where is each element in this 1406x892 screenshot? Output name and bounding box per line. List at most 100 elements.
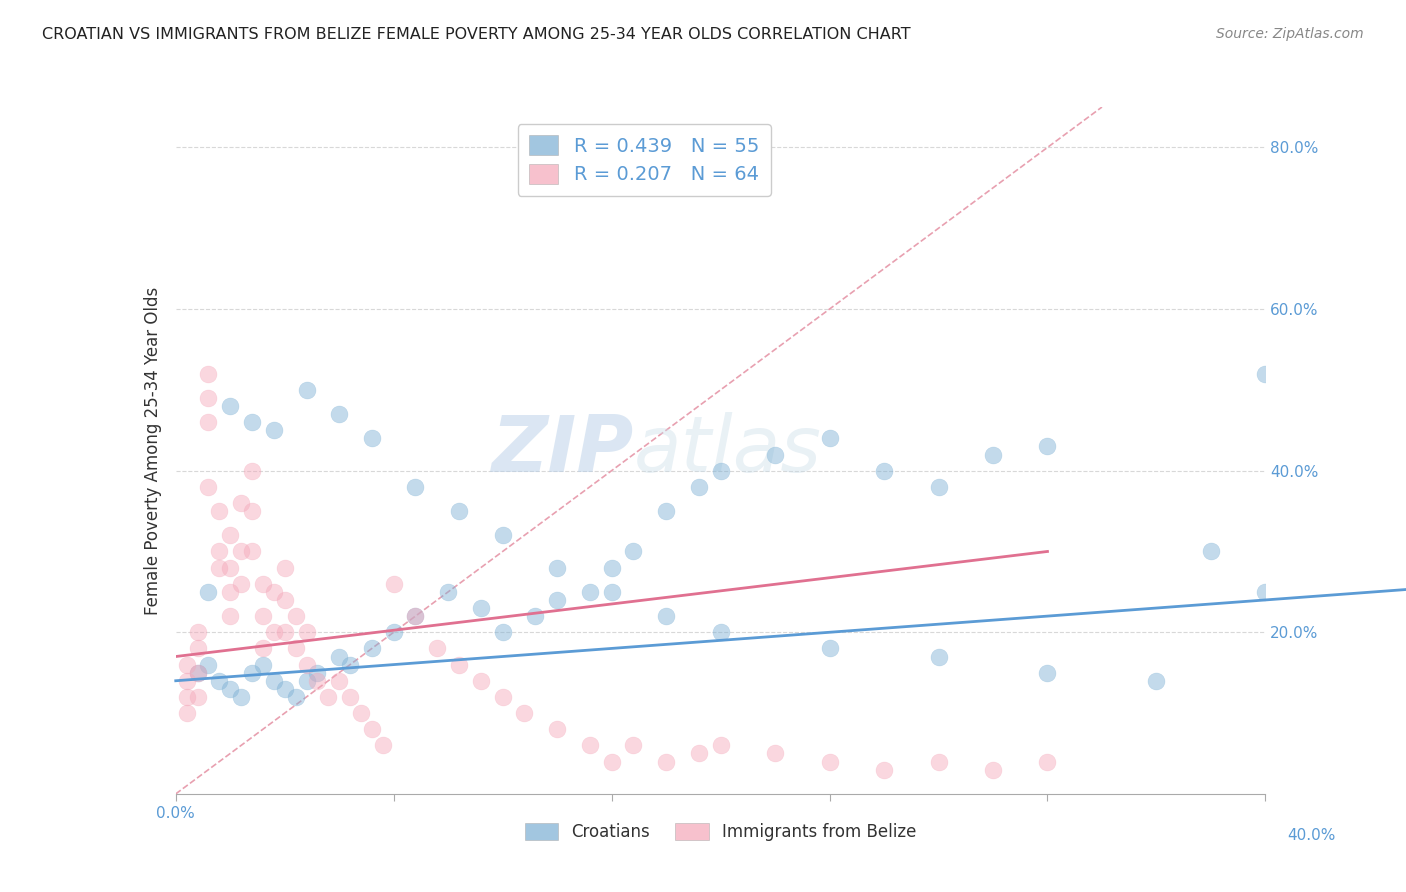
Croatians xyxy=(600,560,623,574)
Immigrants from Belize xyxy=(219,585,242,599)
Croatians xyxy=(274,681,297,696)
Croatians xyxy=(360,641,382,656)
Text: 40.0%: 40.0% xyxy=(1288,828,1336,843)
Immigrants from Belize xyxy=(231,496,253,510)
Croatians xyxy=(928,649,950,664)
Immigrants from Belize xyxy=(219,609,242,624)
Immigrants from Belize xyxy=(186,665,209,680)
Croatians xyxy=(621,544,644,558)
Immigrants from Belize xyxy=(318,690,340,704)
Immigrants from Belize xyxy=(274,593,297,607)
Legend: Croatians, Immigrants from Belize: Croatians, Immigrants from Belize xyxy=(519,816,922,847)
Croatians xyxy=(252,657,274,672)
Immigrants from Belize xyxy=(197,415,219,429)
Croatians xyxy=(405,480,427,494)
Immigrants from Belize xyxy=(197,367,219,381)
Immigrants from Belize xyxy=(208,544,231,558)
Croatians xyxy=(524,609,547,624)
Croatians xyxy=(231,690,253,704)
Immigrants from Belize xyxy=(447,657,470,672)
Text: Source: ZipAtlas.com: Source: ZipAtlas.com xyxy=(1216,27,1364,41)
Croatians xyxy=(579,585,602,599)
Immigrants from Belize xyxy=(382,576,405,591)
Text: atlas: atlas xyxy=(633,412,821,489)
Croatians xyxy=(1144,673,1167,688)
Text: CROATIAN VS IMMIGRANTS FROM BELIZE FEMALE POVERTY AMONG 25-34 YEAR OLDS CORRELAT: CROATIAN VS IMMIGRANTS FROM BELIZE FEMAL… xyxy=(42,27,911,42)
Croatians xyxy=(981,448,1004,462)
Croatians xyxy=(710,625,733,640)
Croatians xyxy=(240,415,263,429)
Croatians xyxy=(1036,665,1059,680)
Croatians xyxy=(219,681,242,696)
Immigrants from Belize xyxy=(360,723,382,737)
Immigrants from Belize xyxy=(873,763,896,777)
Immigrants from Belize xyxy=(307,673,329,688)
Immigrants from Belize xyxy=(240,504,263,518)
Croatians xyxy=(405,609,427,624)
Croatians xyxy=(263,673,285,688)
Croatians xyxy=(688,480,710,494)
Croatians xyxy=(470,601,492,615)
Immigrants from Belize xyxy=(818,755,841,769)
Croatians xyxy=(360,431,382,445)
Croatians xyxy=(818,431,841,445)
Croatians xyxy=(447,504,470,518)
Immigrants from Belize xyxy=(219,528,242,542)
Croatians xyxy=(197,657,219,672)
Croatians xyxy=(710,464,733,478)
Croatians xyxy=(1254,585,1277,599)
Immigrants from Belize xyxy=(176,673,198,688)
Croatians xyxy=(219,399,242,413)
Croatians xyxy=(197,585,219,599)
Croatians xyxy=(655,609,678,624)
Y-axis label: Female Poverty Among 25-34 Year Olds: Female Poverty Among 25-34 Year Olds xyxy=(143,286,162,615)
Immigrants from Belize xyxy=(1036,755,1059,769)
Immigrants from Belize xyxy=(176,706,198,720)
Croatians xyxy=(295,383,318,397)
Croatians xyxy=(284,690,307,704)
Croatians xyxy=(818,641,841,656)
Immigrants from Belize xyxy=(328,673,350,688)
Immigrants from Belize xyxy=(252,609,274,624)
Immigrants from Belize xyxy=(284,641,307,656)
Croatians xyxy=(873,464,896,478)
Croatians xyxy=(339,657,361,672)
Immigrants from Belize xyxy=(186,690,209,704)
Immigrants from Belize xyxy=(928,755,950,769)
Croatians xyxy=(328,407,350,421)
Immigrants from Belize xyxy=(208,560,231,574)
Immigrants from Belize xyxy=(655,755,678,769)
Immigrants from Belize xyxy=(176,690,198,704)
Immigrants from Belize xyxy=(284,609,307,624)
Immigrants from Belize xyxy=(186,641,209,656)
Immigrants from Belize xyxy=(546,723,568,737)
Immigrants from Belize xyxy=(688,747,710,761)
Immigrants from Belize xyxy=(197,480,219,494)
Immigrants from Belize xyxy=(231,576,253,591)
Immigrants from Belize xyxy=(600,755,623,769)
Immigrants from Belize xyxy=(231,544,253,558)
Immigrants from Belize xyxy=(981,763,1004,777)
Immigrants from Belize xyxy=(710,739,733,753)
Immigrants from Belize xyxy=(426,641,449,656)
Immigrants from Belize xyxy=(219,560,242,574)
Croatians xyxy=(382,625,405,640)
Immigrants from Belize xyxy=(263,585,285,599)
Text: ZIP: ZIP xyxy=(491,412,633,489)
Immigrants from Belize xyxy=(579,739,602,753)
Croatians xyxy=(186,665,209,680)
Croatians xyxy=(240,665,263,680)
Croatians xyxy=(546,560,568,574)
Croatians xyxy=(546,593,568,607)
Croatians xyxy=(763,448,786,462)
Croatians xyxy=(307,665,329,680)
Croatians xyxy=(1254,367,1277,381)
Immigrants from Belize xyxy=(405,609,427,624)
Croatians xyxy=(1036,439,1059,453)
Immigrants from Belize xyxy=(176,657,198,672)
Immigrants from Belize xyxy=(252,641,274,656)
Croatians xyxy=(328,649,350,664)
Immigrants from Belize xyxy=(208,504,231,518)
Immigrants from Belize xyxy=(295,625,318,640)
Immigrants from Belize xyxy=(350,706,373,720)
